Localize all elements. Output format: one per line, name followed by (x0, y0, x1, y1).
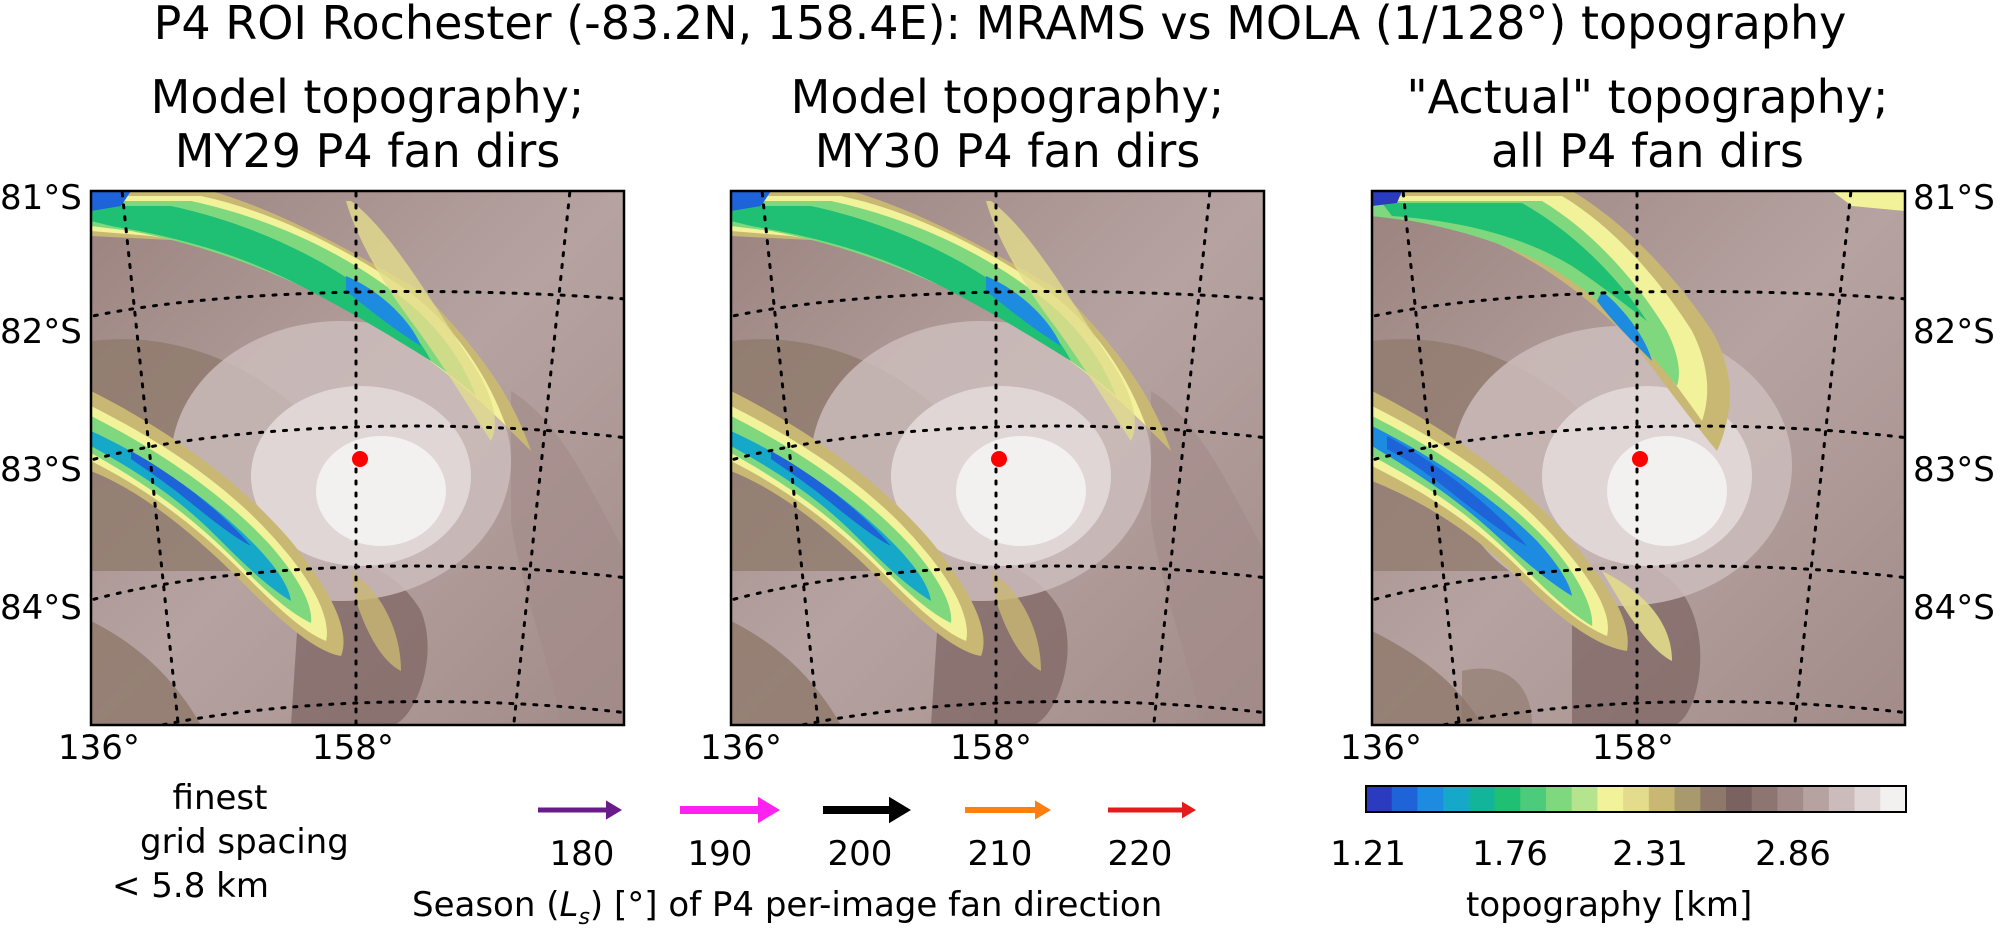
cbar-tick-3: 2.31 (1612, 834, 1688, 874)
lon-label-136-p1: 136° (58, 728, 140, 768)
panel-3-frame (1370, 189, 1907, 727)
colorbar-swatch (1571, 786, 1598, 812)
figure-title: P4 ROI Rochester (-83.2N, 158.4E): MRAMS… (153, 0, 1847, 50)
panel-1-frame (89, 189, 626, 727)
colorbar-swatch (1494, 786, 1521, 812)
grid-note-line3-wrap: < 5.8 km (112, 864, 312, 908)
season-label-pre: Season ( (412, 885, 560, 925)
lon-label-158-p1: 158° (312, 728, 394, 768)
panel-3-title-line1: "Actual" topography; (1406, 70, 1889, 124)
arrow-label-210: 210 (967, 834, 1033, 874)
colorbar-frame (1365, 785, 1907, 813)
panel-3-title: "Actual" topography; all P4 fan dirs (1370, 70, 1925, 178)
panel-2-title: Model topography; MY30 P4 fan dirs (730, 70, 1285, 178)
colorbar-swatch (1520, 786, 1547, 812)
lat-label-81-right: 81°S (1913, 178, 1995, 218)
season-label-sub: s (578, 904, 590, 930)
colorbar-swatch (1366, 786, 1393, 812)
colorbar-swatch (1828, 786, 1856, 812)
lon-label-158-p3: 158° (1592, 728, 1674, 768)
lat-label-82-right: 82°S (1913, 312, 1995, 352)
season-label-post: ) [°] of P4 per-image fan direction (589, 885, 1163, 925)
lat-label-82-left: 82°S (0, 312, 82, 352)
colorbar-swatch (1803, 786, 1830, 812)
panel-3-roi-marker (1632, 451, 1648, 467)
colorbar-swatch (1468, 786, 1496, 812)
lon-label-158-p2: 158° (950, 728, 1032, 768)
cbar-tick-4: 2.86 (1755, 834, 1831, 874)
colorbar-swatch (1700, 786, 1727, 812)
cbar-tick-2: 1.76 (1472, 834, 1548, 874)
panel-1-title: Model topography; MY29 P4 fan dirs (90, 70, 645, 178)
colorbar-swatch (1674, 786, 1701, 812)
season-axis-label: Season (Ls) [°] of P4 per-image fan dire… (412, 885, 1162, 930)
season-label-sym: L (559, 885, 579, 925)
grid-note-line3: < 5.8 km (112, 866, 269, 906)
colorbar-swatch (1417, 786, 1444, 812)
arrow-label-200: 200 (827, 834, 893, 874)
panel-2-frame (729, 189, 1266, 727)
colorbar-swatch (1751, 786, 1778, 812)
season-arrow-head-200 (889, 796, 911, 824)
colorbar-swatch (1443, 786, 1470, 812)
lat-label-81-left: 81°S (0, 178, 82, 218)
panel-2-title-line1: Model topography; (790, 70, 1225, 124)
panel-1-roi-marker (352, 451, 368, 467)
lat-label-83-right: 83°S (1913, 450, 1995, 490)
colorbar-swatch (1546, 786, 1573, 812)
colorbar (1366, 786, 1907, 812)
cbar-tick-1: 1.21 (1330, 834, 1406, 874)
colorbar-swatch (1391, 786, 1418, 812)
season-arrow-head-220 (1182, 801, 1196, 819)
panel-1-map (91, 191, 624, 725)
colorbar-swatch (1880, 786, 1907, 812)
panel-3-title-line2: all P4 fan dirs (1490, 124, 1804, 178)
season-arrow-head-190 (758, 796, 780, 824)
arrow-label-190: 190 (687, 834, 753, 874)
lon-label-136-p2: 136° (700, 728, 782, 768)
colorbar-swatch (1854, 786, 1881, 812)
grid-note-line1: finest (172, 778, 268, 818)
panel-2-title-line2: MY30 P4 fan dirs (814, 124, 1201, 178)
colorbar-swatch (1777, 786, 1804, 812)
colorbar-label: topography [km] (1466, 885, 1753, 925)
lon-label-136-p3: 136° (1340, 728, 1422, 768)
colorbar-swatch (1648, 786, 1676, 812)
grid-note-line2-wrap: grid spacing (140, 820, 370, 864)
season-arrow-head-210 (1035, 800, 1051, 820)
panel-1-title-line1: Model topography; (150, 70, 585, 124)
arrow-label-180: 180 (549, 834, 615, 874)
grid-spacing-note: finest (120, 776, 320, 820)
arrow-label-220: 220 (1107, 834, 1173, 874)
grid-note-line2: grid spacing (140, 822, 349, 862)
colorbar-swatch (1623, 786, 1650, 812)
colorbar-swatch (1597, 786, 1624, 812)
season-arrow-head-180 (606, 800, 622, 820)
colorbar-swatch (1726, 786, 1753, 812)
lat-label-84-left: 84°S (0, 588, 82, 628)
lat-label-84-right: 84°S (1913, 588, 1995, 628)
panel-1-title-line2: MY29 P4 fan dirs (174, 124, 561, 178)
lat-label-83-left: 83°S (0, 450, 82, 490)
season-arrows (538, 796, 1196, 824)
panel-2-roi-marker (991, 451, 1007, 467)
